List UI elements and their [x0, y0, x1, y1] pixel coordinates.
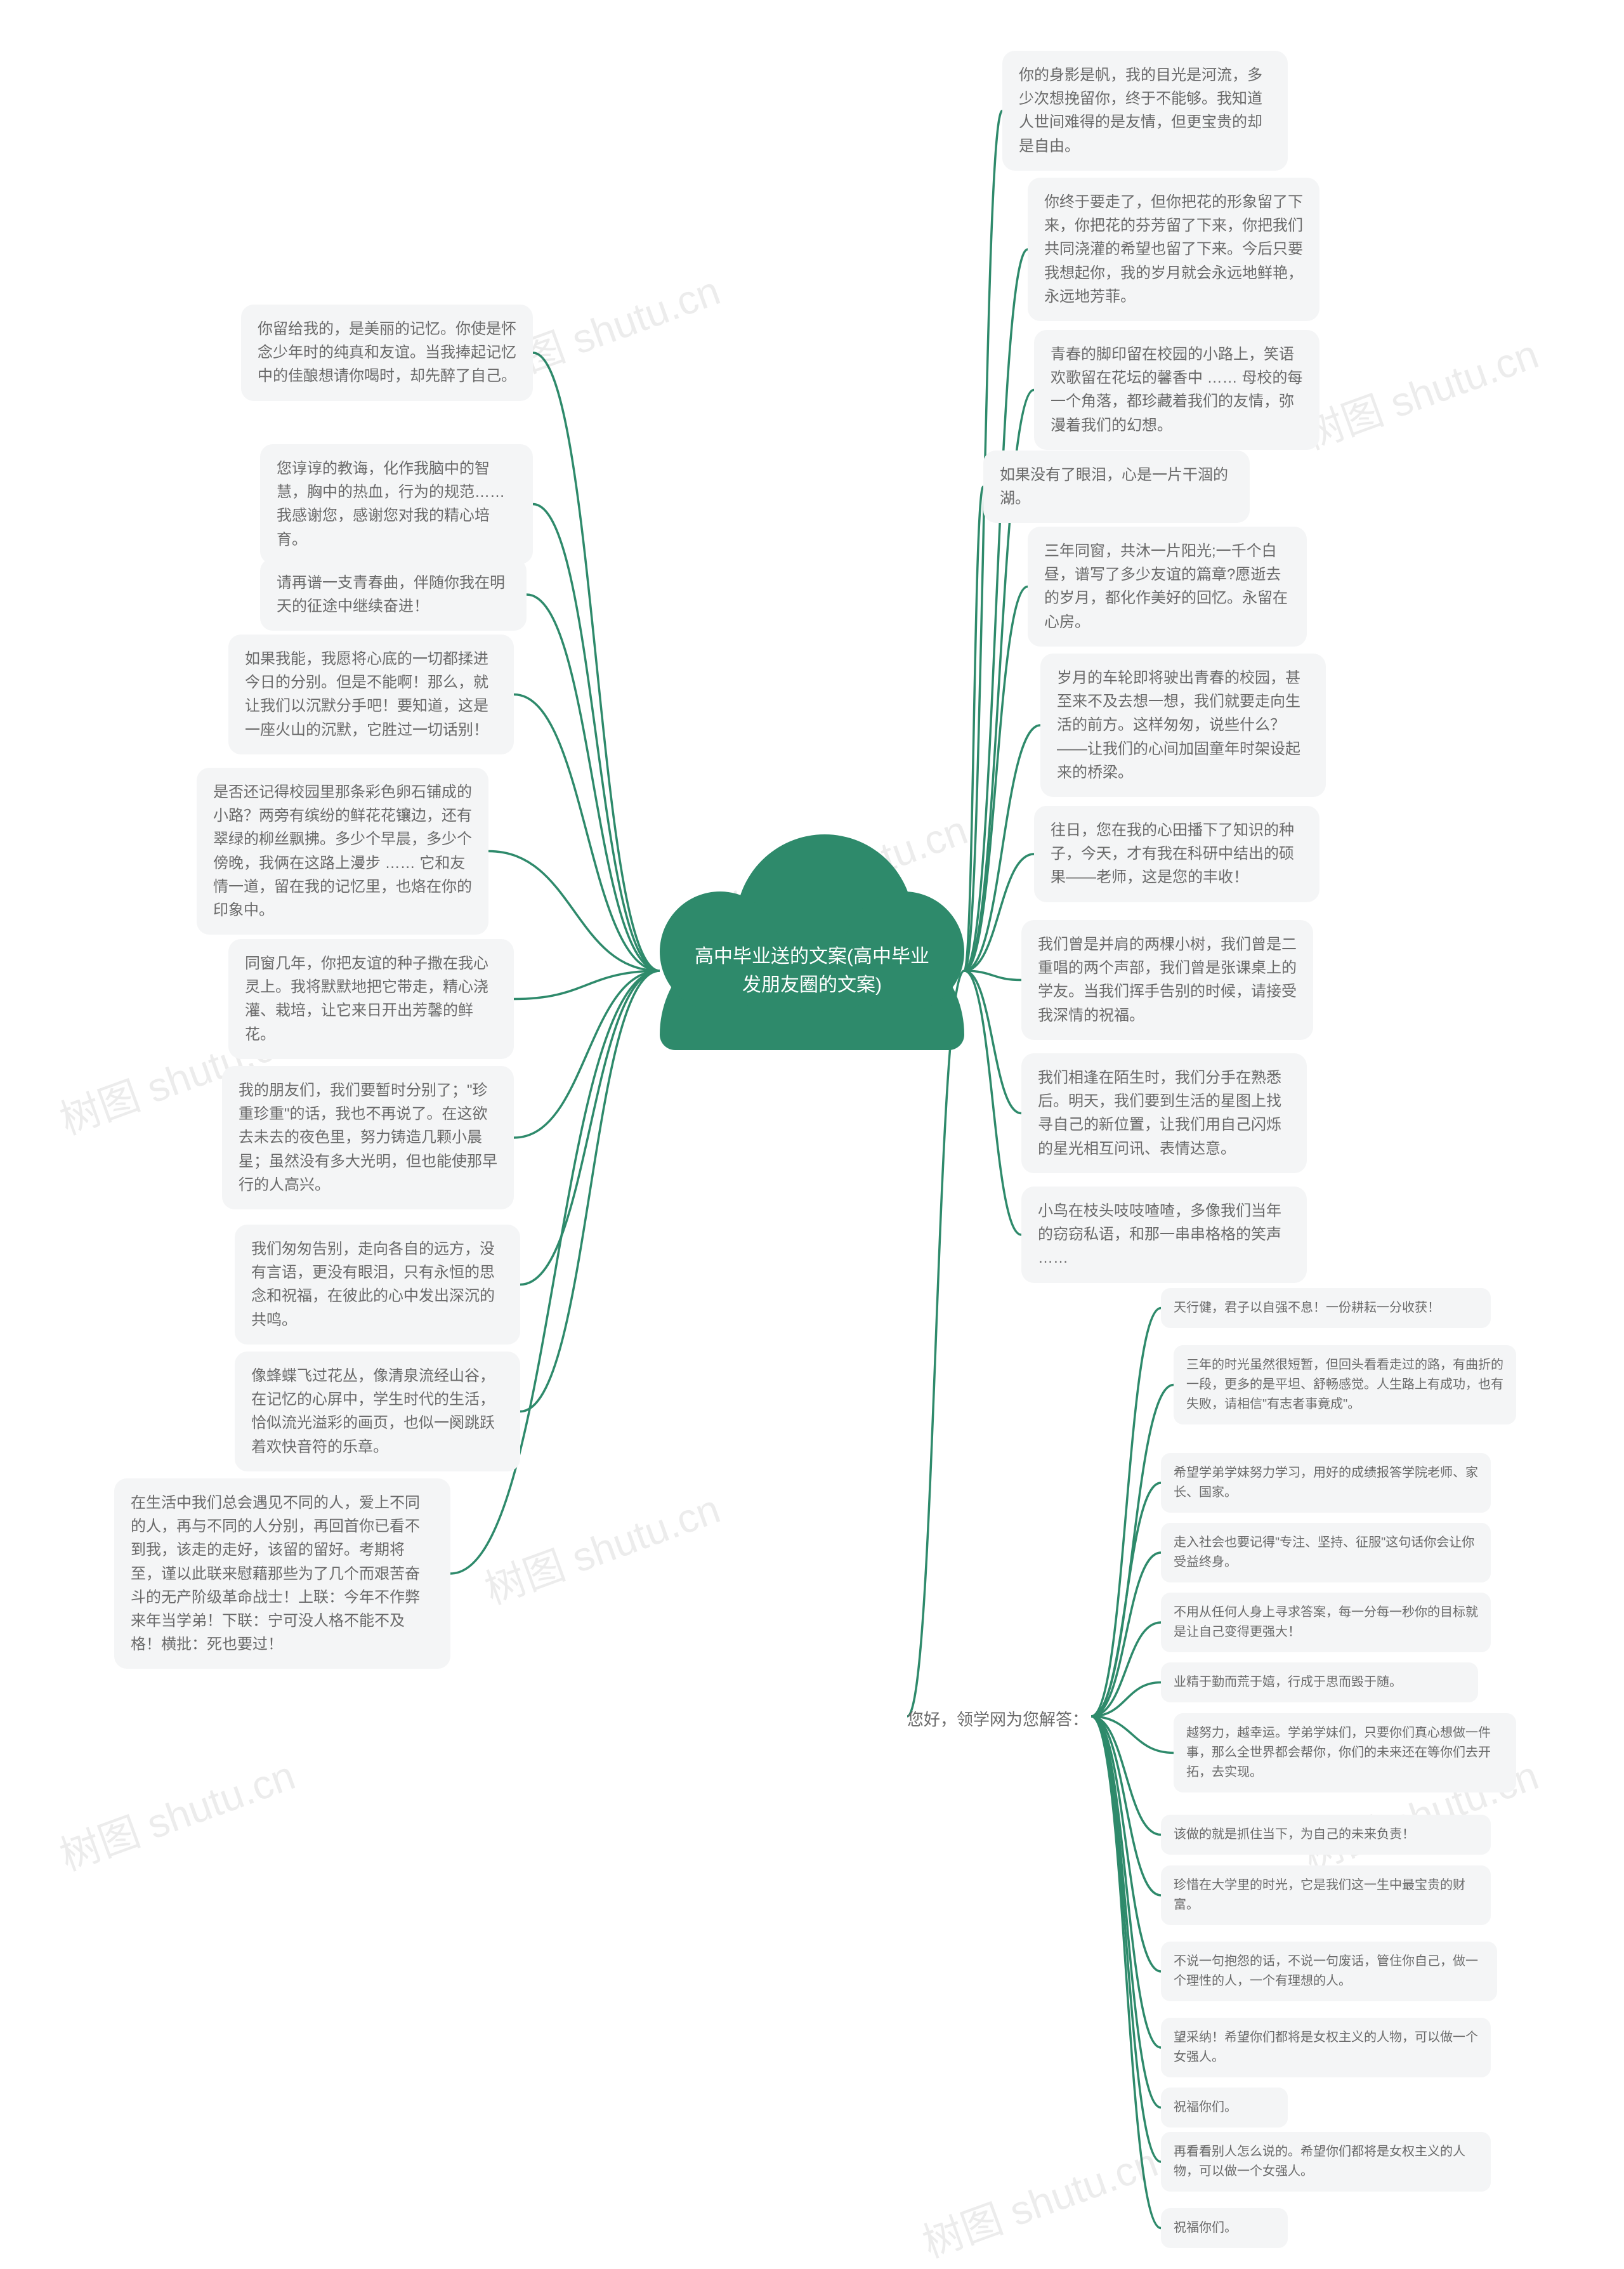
- leaf-node[interactable]: 走入社会也要记得"专注、坚持、征服"这句话你会让你受益终身。: [1161, 1523, 1491, 1582]
- leaf-node[interactable]: 希望学弟学妹努力学习，用好的成绩报答学院老师、家长、国家。: [1161, 1453, 1491, 1513]
- watermark: 树图 shutu.cn: [476, 1476, 727, 1615]
- leaf-node[interactable]: 三年的时光虽然很短暂，但回头看看走过的路，有曲折的一段，更多的是平坦、舒畅感觉。…: [1174, 1345, 1516, 1424]
- leaf-node[interactable]: 小鸟在枝头吱吱喳喳，多像我们当年的窃窃私语，和那一串串格格的笑声 ……: [1021, 1187, 1307, 1283]
- leaf-node[interactable]: 不说一句抱怨的话，不说一句废话，管住你自己，做一个理性的人，一个有理想的人。: [1161, 1942, 1497, 2001]
- leaf-node[interactable]: 你终于要走了，但你把花的形象留了下来，你把花的芬芳留了下来，你把我们共同浇灌的希…: [1028, 178, 1320, 321]
- watermark: 树图 shutu.cn: [914, 2130, 1165, 2269]
- watermark: 树图 shutu.cn: [1294, 322, 1545, 461]
- leaf-node[interactable]: 像蜂蝶飞过花丛，像清泉流经山谷，在记忆的心屏中，学生时代的生活，恰似流光溢彩的画…: [235, 1352, 520, 1471]
- leaf-node[interactable]: 望采纳！希望你们都将是女权主义的人物，可以做一个女强人。: [1161, 2018, 1491, 2077]
- mindmap-canvas: 树图 shutu.cn树图 shutu.cn树图 shutu.cn树图 shut…: [0, 0, 1624, 2256]
- root-title: 高中毕业送的文案(高中毕业发朋友圈的文案): [691, 942, 933, 999]
- leaf-node[interactable]: 越努力，越幸运。学弟学妹们，只要你们真心想做一件事，那么全世界都会帮你，你们的未…: [1174, 1713, 1516, 1792]
- root-node[interactable]: 高中毕业送的文案(高中毕业发朋友圈的文案): [660, 834, 964, 1050]
- leaf-node[interactable]: 青春的脚印留在校园的小路上，笑语欢歌留在花坛的馨香中 …… 母校的每一个角落，都…: [1034, 330, 1320, 450]
- leaf-node[interactable]: 三年同窗，共沐一片阳光;一千个白昼，谱写了多少友谊的篇章?愿逝去的岁月，都化作美…: [1028, 527, 1307, 647]
- leaf-node[interactable]: 我们匆匆告别，走向各自的远方，没有言语，更没有眼泪，只有永恒的思念和祝福，在彼此…: [235, 1225, 520, 1345]
- leaf-node[interactable]: 请再谱一支青春曲，伴随你我在明天的征途中继续奋进！: [260, 558, 527, 631]
- leaf-node[interactable]: 我的朋友们，我们要暂时分别了；"珍重珍重"的话，我也不再说了。在这欲去未去的夜色…: [222, 1066, 514, 1209]
- leaf-node[interactable]: 是否还记得校园里那条彩色卵石铺成的小路？两旁有缤纷的鲜花花镶边，还有翠绿的柳丝飘…: [197, 768, 488, 935]
- leaf-node[interactable]: 再看看别人怎么说的。希望你们都将是女权主义的人物，可以做一个女强人。: [1161, 2132, 1491, 2192]
- leaf-node[interactable]: 你留给我的，是美丽的记忆。你使是怀念少年时的纯真和友谊。当我捧起记忆中的佳酿想请…: [241, 305, 533, 401]
- leaf-node[interactable]: 我们曾是并肩的两棵小树，我们曾是二重唱的两个声部，我们曾是张课桌上的学友。当我们…: [1021, 920, 1313, 1040]
- leaf-node[interactable]: 在生活中我们总会遇见不同的人，爱上不同的人，再与不同的人分别，再回首你已看不到我…: [114, 1478, 450, 1669]
- leaf-node[interactable]: 天行健，君子以自强不息！一份耕耘一分收获！: [1161, 1288, 1491, 1328]
- leaf-node[interactable]: 您谆谆的教诲，化作我脑中的智慧，胸中的热血，行为的规范……我感谢您，感谢您对我的…: [260, 444, 533, 564]
- leaf-node[interactable]: 业精于勤而荒于嬉，行成于思而毁于随。: [1161, 1662, 1478, 1702]
- leaf-node[interactable]: 如果没有了眼泪，心是一片干涸的湖。: [983, 451, 1250, 523]
- leaf-node[interactable]: 祝福你们。: [1161, 2088, 1288, 2128]
- leaf-node[interactable]: 珍惜在大学里的时光，它是我们这一生中最宝贵的财富。: [1161, 1865, 1491, 1925]
- leaf-node[interactable]: 岁月的车轮即将驶出青春的校园，甚至来不及去想一想，我们就要走向生活的前方。这样匆…: [1040, 654, 1326, 797]
- leaf-node[interactable]: 不用从任何人身上寻求答案，每一分每一秒你的目标就是让自己变得更强大！: [1161, 1593, 1491, 1652]
- watermark: 树图 shutu.cn: [51, 1743, 302, 1882]
- leaf-node[interactable]: 你的身影是帆，我的目光是河流，多少次想挽留你，终于不能够。我知道人世间难得的是友…: [1002, 51, 1288, 171]
- leaf-node[interactable]: 往日，您在我的心田播下了知识的种子，今天，才有我在科研中结出的硕果――老师，这是…: [1034, 806, 1320, 902]
- branch-label[interactable]: 您好，领学网为您解答：: [907, 1707, 1089, 1730]
- leaf-node[interactable]: 同窗几年，你把友谊的种子撒在我心灵上。我将默默地把它带走，精心浇灌、栽培，让它来…: [228, 939, 514, 1059]
- leaf-node[interactable]: 祝福你们。: [1161, 2208, 1288, 2248]
- leaf-node[interactable]: 我们相逢在陌生时，我们分手在熟悉后。明天，我们要到生活的星图上找寻自己的新位置，…: [1021, 1053, 1307, 1173]
- leaf-node[interactable]: 如果我能，我愿将心底的一切都揉进今日的分别。但是不能啊！那么，就让我们以沉默分手…: [228, 635, 514, 754]
- leaf-node[interactable]: 该做的就是抓住当下，为自己的未来负责！: [1161, 1815, 1491, 1855]
